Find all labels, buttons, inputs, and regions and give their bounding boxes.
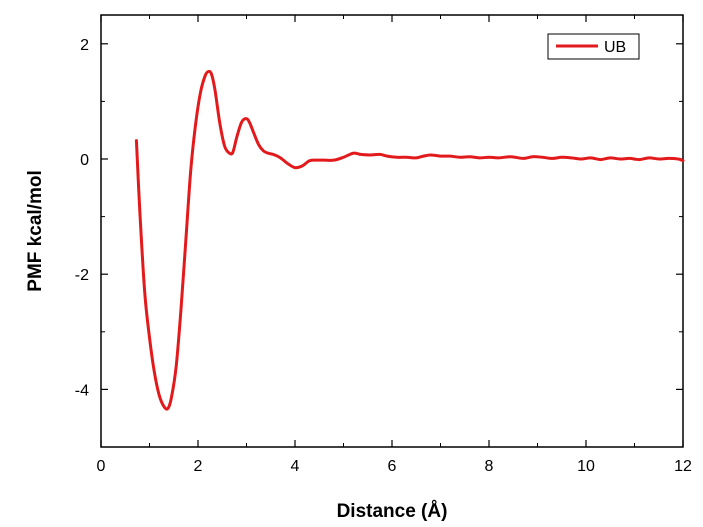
x-tick-label: 12 <box>674 458 692 475</box>
x-axis-ticks <box>100 15 684 447</box>
y-tick-label: 0 <box>80 152 89 169</box>
x-tick-label: 2 <box>194 458 203 475</box>
y-axis-tick-labels: 2 0 -2 -4 <box>75 37 89 400</box>
y-tick-label: 2 <box>80 37 89 54</box>
y-tick-label: -2 <box>75 267 89 284</box>
x-tick-label: 10 <box>577 458 595 475</box>
x-tick-label: 0 <box>97 458 106 475</box>
x-axis-tick-labels: 0 2 4 6 8 10 12 <box>97 458 692 475</box>
x-tick-label: 6 <box>388 458 397 475</box>
y-axis-title: PMF kcal/mol <box>25 170 46 291</box>
x-tick-label: 4 <box>291 458 300 475</box>
x-tick-label: 8 <box>485 458 494 475</box>
series-line-ub <box>134 69 685 411</box>
legend-label-ub: UB <box>604 39 626 56</box>
legend: UB <box>547 33 640 60</box>
y-tick-label: -4 <box>75 382 89 399</box>
x-axis-title: Distance (Å) <box>337 501 448 522</box>
plot-frame <box>100 14 684 448</box>
